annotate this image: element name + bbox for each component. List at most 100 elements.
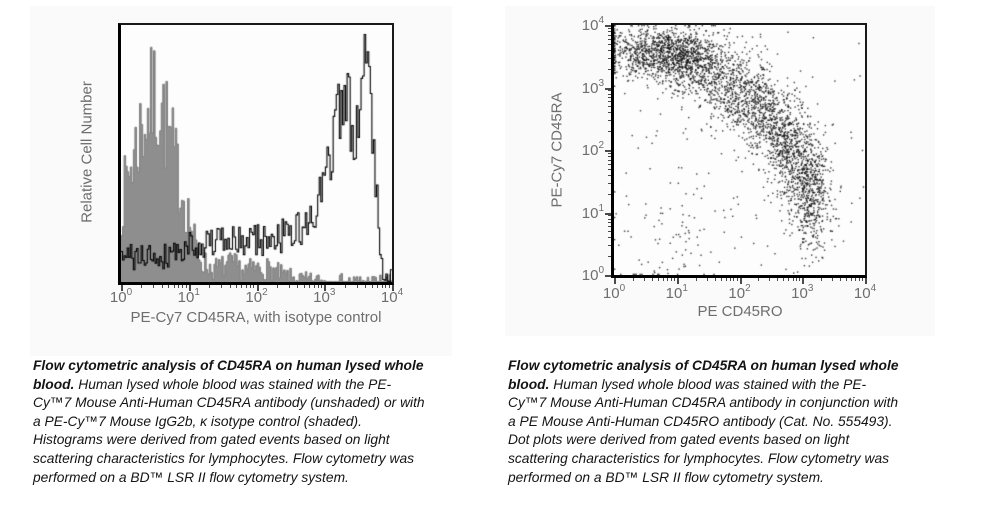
- minor-tick: [288, 285, 290, 288]
- minor-tick: [608, 226, 611, 228]
- histogram-y-axis-label: Relative Cell Number: [78, 81, 96, 223]
- minor-tick: [608, 106, 611, 108]
- minor-tick: [178, 285, 180, 288]
- minor-tick: [236, 285, 238, 288]
- minor-tick: [799, 278, 801, 281]
- major-tick: [865, 278, 867, 284]
- minor-tick: [309, 285, 311, 288]
- major-tick: [121, 285, 123, 291]
- minor-tick: [736, 278, 738, 281]
- minor-tick: [714, 278, 716, 281]
- minor-tick: [608, 49, 611, 51]
- minor-tick: [840, 278, 842, 281]
- minor-tick: [783, 278, 785, 281]
- minor-tick: [608, 237, 611, 239]
- y-tick-label: 103: [581, 77, 604, 97]
- minor-tick: [608, 152, 611, 154]
- dotplot-x-axis-label: PE CD45RO: [697, 303, 783, 320]
- minor-tick: [608, 163, 611, 165]
- major-tick: [802, 278, 805, 284]
- minor-tick: [141, 285, 143, 288]
- major-tick: [676, 278, 679, 284]
- minor-tick: [643, 278, 645, 281]
- major-tick: [605, 212, 611, 215]
- minor-tick: [608, 231, 611, 233]
- minor-tick: [657, 278, 659, 281]
- minor-tick: [608, 156, 611, 158]
- major-tick: [605, 275, 611, 277]
- minor-tick: [632, 278, 634, 281]
- minor-tick: [276, 285, 278, 288]
- minor-tick: [173, 285, 175, 288]
- minor-tick: [381, 285, 383, 288]
- dotplot-x-tick-labels: 100 101 102 103 104: [603, 283, 876, 306]
- minor-tick: [249, 285, 251, 288]
- major-tick: [605, 25, 611, 27]
- minor-tick: [662, 278, 664, 281]
- minor-tick: [608, 120, 611, 122]
- minor-tick: [376, 285, 378, 288]
- minor-tick: [608, 93, 611, 95]
- minor-tick: [855, 278, 857, 281]
- minor-tick: [608, 245, 611, 247]
- dotplot-caption-title: Flow cytometric analysis of CD45RA on hu…: [508, 358, 899, 392]
- histogram-x-axis-ticks: [121, 285, 394, 292]
- x-tick-label: 103: [313, 287, 336, 306]
- minor-tick: [388, 285, 390, 288]
- minor-tick: [777, 278, 779, 281]
- minor-tick: [385, 285, 387, 288]
- minor-tick: [221, 285, 223, 288]
- x-tick-label: 104: [380, 287, 404, 306]
- y-tick-label: 101: [581, 202, 604, 222]
- major-tick: [739, 278, 742, 284]
- major-tick: [614, 278, 616, 284]
- minor-tick: [733, 278, 735, 281]
- minor-tick: [161, 285, 163, 288]
- minor-tick: [608, 215, 611, 217]
- minor-tick: [608, 27, 611, 29]
- minor-tick: [241, 285, 243, 288]
- minor-tick: [303, 285, 305, 288]
- minor-tick: [365, 285, 367, 288]
- minor-tick: [371, 285, 373, 288]
- dotplot-x-axis-ticks: [614, 278, 867, 285]
- minor-tick: [667, 278, 669, 281]
- minor-tick: [673, 278, 675, 281]
- minor-tick: [608, 159, 611, 161]
- minor-tick: [313, 285, 315, 288]
- minor-tick: [725, 278, 727, 281]
- histogram-plot-area: [118, 23, 394, 285]
- histogram-canvas: [121, 25, 392, 282]
- minor-tick: [851, 278, 853, 281]
- minor-tick: [297, 285, 299, 288]
- x-tick-label: 102: [245, 287, 268, 306]
- minor-tick: [608, 131, 611, 133]
- major-tick: [188, 285, 191, 291]
- minor-tick: [209, 285, 211, 288]
- minor-tick: [321, 285, 323, 288]
- dotplot-plot-area: [611, 23, 867, 278]
- minor-tick: [608, 57, 611, 59]
- dotplot-y-tick-labels: 100 101 102 103 104: [558, 15, 606, 284]
- minor-tick: [608, 101, 611, 103]
- major-tick: [605, 150, 611, 152]
- minor-tick: [846, 278, 848, 281]
- x-tick-label: 104: [853, 283, 877, 302]
- minor-tick: [608, 174, 611, 176]
- minor-tick: [168, 285, 170, 288]
- minor-tick: [608, 68, 611, 70]
- minor-tick: [246, 285, 247, 288]
- minor-tick: [608, 112, 611, 114]
- minor-tick: [182, 285, 184, 288]
- minor-tick: [608, 31, 611, 33]
- minor-tick: [769, 278, 771, 281]
- minor-tick: [796, 278, 798, 281]
- minor-tick: [862, 278, 864, 281]
- minor-tick: [608, 218, 611, 220]
- minor-tick: [670, 278, 672, 281]
- minor-tick: [608, 43, 611, 45]
- dotplot-canvas: [614, 25, 865, 275]
- histogram-caption-body: Human lysed whole blood was stained with…: [33, 376, 425, 485]
- minor-tick: [729, 278, 731, 281]
